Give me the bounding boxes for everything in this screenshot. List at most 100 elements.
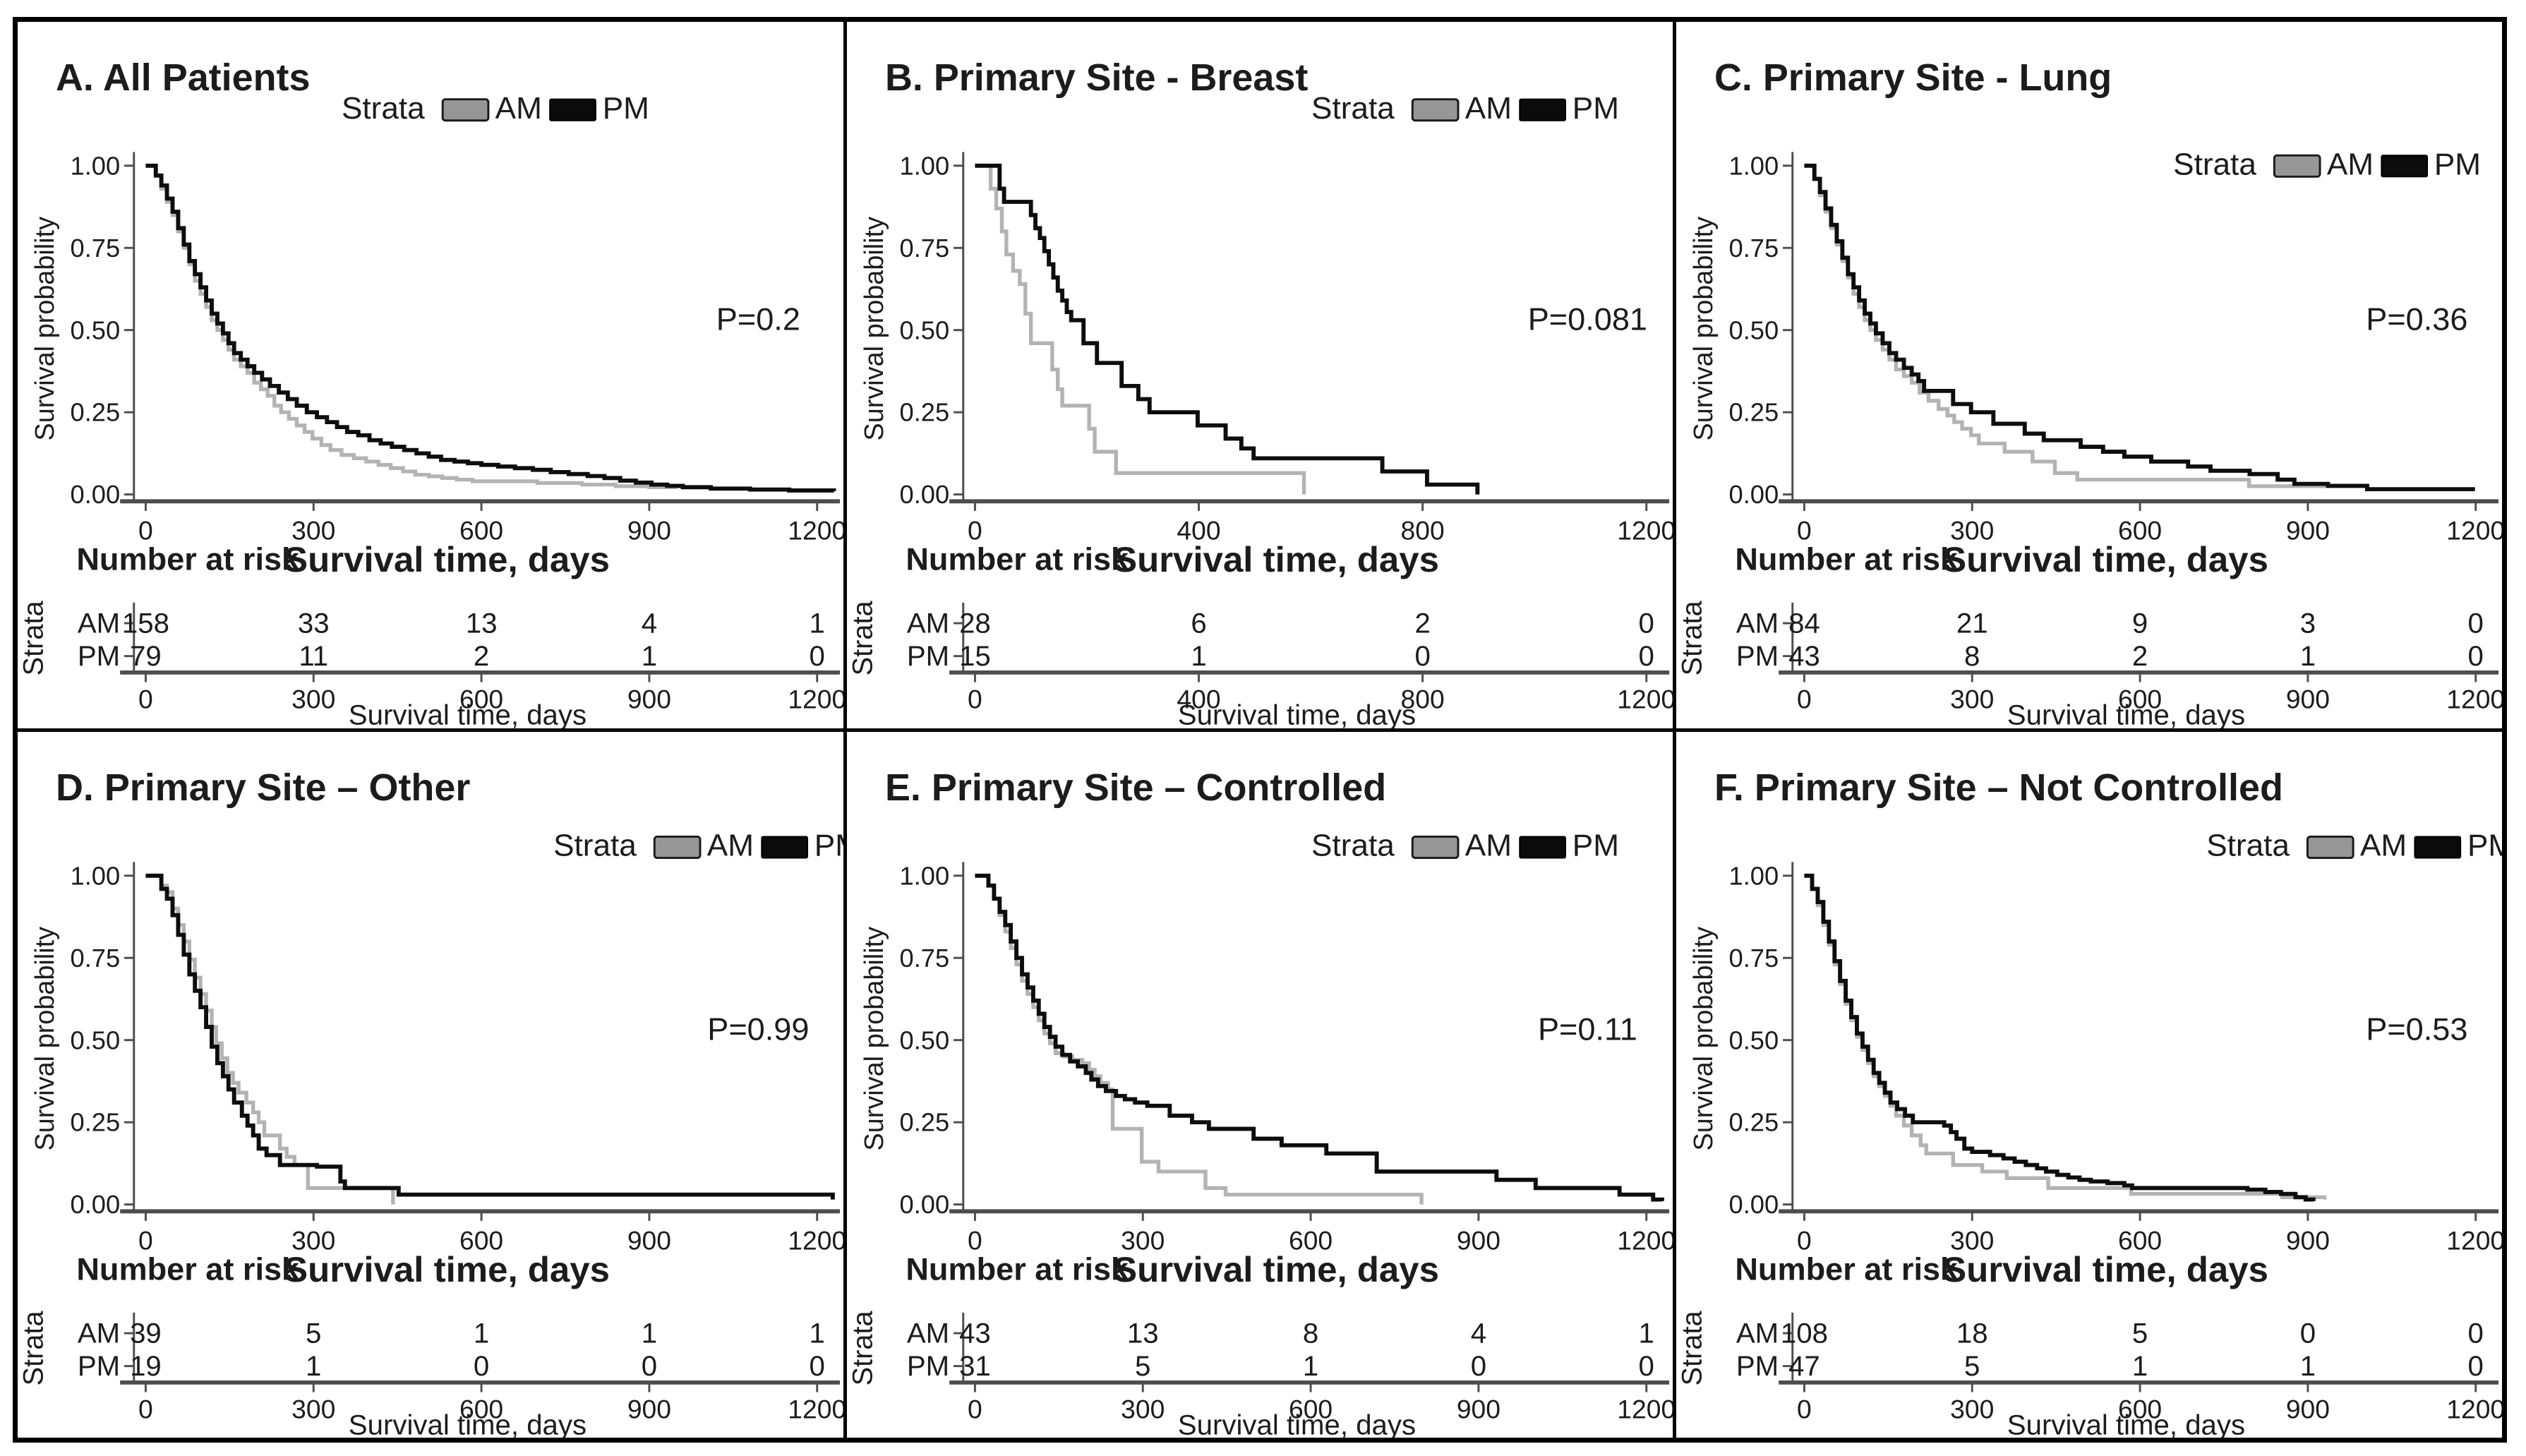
y-tick-label: 0.25	[900, 1107, 950, 1136]
legend-swatch-pm	[2414, 836, 2462, 859]
plot-axes	[120, 152, 841, 682]
y-axis-title: Survival probability	[1689, 217, 1719, 440]
risk-count: 18	[1956, 1318, 1988, 1349]
risk-count: 0	[2468, 1318, 2484, 1349]
risk-axis-tick-label: 400	[1177, 685, 1220, 714]
y-tick-label: 1.00	[900, 152, 950, 181]
panel-not-controlled: F. Primary Site – Not Controlled Strata AM…	[1676, 731, 2502, 1438]
y-tick-label: 0.50	[900, 315, 950, 344]
y-axis-title: Survival probability	[30, 217, 60, 440]
risk-row-label-pm: PM	[78, 1351, 120, 1382]
risk-axis-tick-label: 1200	[2446, 1394, 2502, 1424]
legend-label-pm: PM	[603, 91, 649, 126]
risk-count: 6	[1191, 608, 1206, 639]
km-curve-pm	[1804, 873, 2316, 1202]
plot-axes	[949, 861, 1670, 1392]
x-tick-label: 900	[1457, 1225, 1500, 1255]
risk-count: 9	[2132, 608, 2148, 639]
legend-label-am: AM	[1465, 828, 1512, 862]
risk-axis-tick-label: 600	[2118, 685, 2162, 714]
panel-title: B. Primary Site - Breast	[885, 56, 1309, 99]
legend-swatch-pm	[1519, 836, 1566, 859]
x-axis-title: Survival time, days	[349, 700, 587, 728]
risk-count: 84	[1788, 608, 1820, 639]
survival-time-header: Survival time, days	[1942, 1249, 2268, 1289]
risk-count: 11	[299, 641, 328, 672]
risk-count: 8	[1303, 1318, 1318, 1349]
legend-swatch-pm	[1519, 98, 1566, 121]
p-value: P=0.2	[716, 301, 800, 337]
risk-count: 13	[1127, 1318, 1159, 1349]
legend-swatch-pm	[2381, 155, 2429, 178]
risk-axis-tick-label: 300	[1121, 1394, 1165, 1424]
risk-count: 79	[130, 641, 162, 672]
risk-axis-tick-label: 1200	[1617, 685, 1673, 714]
risk-row-label-am: AM	[907, 608, 949, 639]
panel-controlled: E. Primary Site – Controlled Strata AM PM 1.…	[847, 731, 1673, 1438]
legend-label-pm: PM	[2434, 148, 2481, 182]
risk-count: 19	[130, 1351, 162, 1382]
risk-count: 5	[306, 1318, 321, 1349]
strata-axis-label: Strata	[18, 1310, 49, 1385]
risk-axis-tick-label: 600	[459, 685, 503, 714]
x-tick-label: 800	[1401, 516, 1445, 546]
legend: Strata AM PM	[2206, 828, 2502, 862]
risk-axis-tick-label: 0	[968, 1394, 982, 1424]
x-tick-label: 0	[138, 1225, 153, 1255]
risk-count: 3	[2300, 608, 2316, 639]
survival-time-header: Survival time, days	[1942, 539, 2268, 579]
number-at-risk-header: Number at risk	[76, 541, 299, 577]
strata-axis-label: Strata	[1676, 601, 1707, 676]
x-tick-label: 300	[291, 516, 335, 546]
p-value: P=0.36	[2366, 301, 2467, 337]
p-value: P=0.53	[2366, 1011, 2467, 1047]
x-tick-label: 600	[459, 1225, 503, 1255]
p-value: P=0.081	[1528, 301, 1647, 337]
risk-count: 0	[1639, 641, 1654, 672]
risk-count: 1	[1303, 1351, 1318, 1382]
y-tick-label: 0.25	[71, 1107, 121, 1136]
y-tick-label: 0.75	[900, 234, 950, 263]
legend-title: Strata	[553, 828, 637, 862]
risk-axis-tick-label: 0	[138, 1394, 153, 1424]
panel-other: D. Primary Site – OtherStrataAMPM1.000.7…	[18, 731, 843, 1438]
p-value: P=0.11	[1538, 1011, 1637, 1047]
number-at-risk-header: Number at risk	[1735, 541, 1958, 577]
number-at-risk-header: Number at risk	[76, 1251, 299, 1287]
y-tick-label: 0.75	[71, 944, 121, 973]
y-tick-label: 0.00	[1729, 1190, 1779, 1219]
y-tick-label: 1.00	[1729, 861, 1779, 890]
risk-count: 1	[642, 641, 657, 672]
y-tick-label: 0.00	[900, 1190, 950, 1219]
risk-count: 1	[306, 1351, 321, 1382]
plot-axes	[1779, 152, 2499, 682]
km-curve-am	[145, 164, 680, 489]
x-axis-title: Survival time, days	[2007, 1409, 2245, 1438]
risk-axis-tick-label: 1200	[788, 1394, 843, 1424]
y-tick-label: 0.50	[900, 1025, 950, 1054]
risk-count: 1	[810, 1318, 825, 1349]
risk-row-label-pm: PM	[907, 641, 949, 672]
risk-count: 43	[1788, 641, 1820, 672]
survival-plot-other: D. Primary Site – OtherStrataAMPM1.000.7…	[18, 766, 843, 1438]
survival-time-header: Survival time, days	[1113, 539, 1439, 579]
risk-axis-tick-label: 0	[1797, 1394, 1812, 1424]
panel-all-patients: A. All Patients Strata AM PM 1.00 0.75 0.50 0.2…	[18, 22, 843, 728]
risk-row-label-am: AM	[78, 608, 120, 639]
x-tick-label: 600	[1289, 1225, 1333, 1255]
x-tick-label: 1200	[2446, 516, 2502, 546]
risk-axis-tick-label: 300	[291, 685, 335, 714]
risk-count: 1	[2300, 641, 2316, 672]
strata-axis-label: Strata	[1676, 1310, 1707, 1385]
legend-swatch-am	[653, 835, 702, 859]
risk-count: 4	[1471, 1318, 1486, 1349]
risk-row-label-pm: PM	[1736, 1351, 1779, 1382]
y-tick-label: 0.25	[1729, 1107, 1779, 1136]
km-survival-figure: A. All Patients Strata AM PM 1.00 0.75 0.50 0.2…	[13, 17, 2507, 1443]
x-tick-label: 1200	[788, 516, 843, 546]
risk-count: 1	[474, 1318, 489, 1349]
risk-count: 0	[474, 1351, 489, 1382]
x-tick-label: 300	[1950, 1225, 1994, 1255]
y-tick-label: 0.00	[71, 480, 121, 509]
risk-count: 0	[642, 1351, 657, 1382]
